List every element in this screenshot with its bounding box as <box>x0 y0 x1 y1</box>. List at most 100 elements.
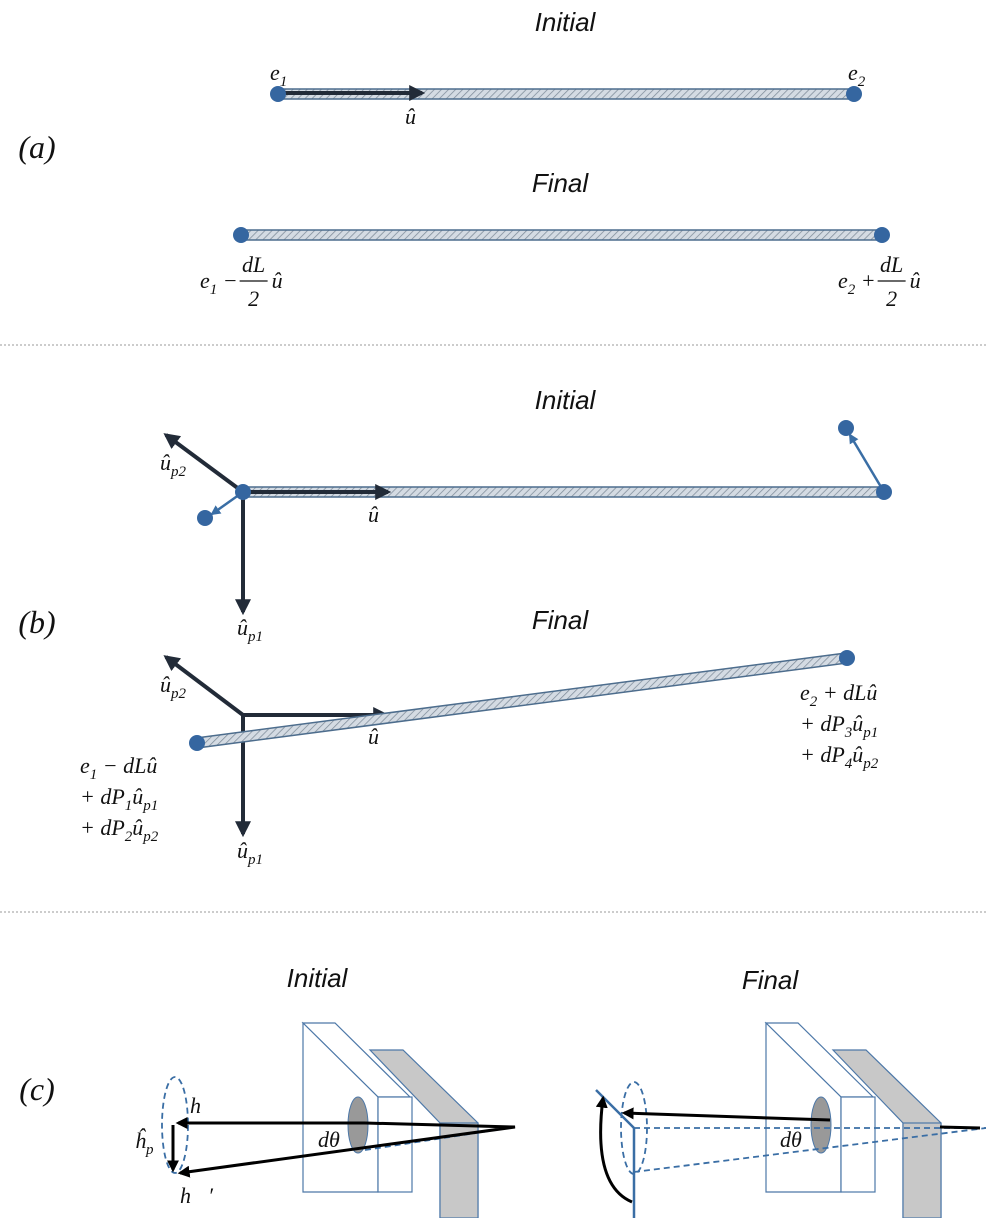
text-run: + dP <box>80 815 125 840</box>
subscript: p2 <box>170 464 187 480</box>
label: Initial <box>535 7 597 37</box>
subscript: 1 <box>90 767 98 783</box>
label: Final <box>532 605 590 635</box>
text-run: û <box>237 838 248 863</box>
node <box>839 650 855 666</box>
fraction-label: e2 + dL 2û <box>838 252 921 311</box>
text-run: + dP <box>80 784 125 809</box>
block <box>766 1023 941 1218</box>
math-label: ĥp <box>135 1128 154 1158</box>
math-label: h⃗ <box>190 1093 218 1118</box>
math-label: ûp2 <box>160 450 187 480</box>
diagram: (a) (b) (c) Initial Final Initial Final Initial… <box>0 0 986 1218</box>
text-run: û <box>368 724 379 749</box>
text-run: dθ <box>780 1127 802 1152</box>
label: Initial <box>287 963 349 993</box>
text-run: h⃗′ <box>180 1183 214 1208</box>
bar <box>241 230 882 240</box>
text-run: û <box>132 784 143 809</box>
arrow <box>850 435 884 492</box>
label: Final <box>742 965 800 995</box>
math-label: ûp2 <box>160 672 187 702</box>
math-label: + dP1ûp1 <box>80 784 158 814</box>
text-run: e <box>848 60 858 85</box>
math-label: e1 − dLû <box>80 753 157 783</box>
subscript: p1 <box>247 852 263 868</box>
text-run: û <box>852 711 863 736</box>
node <box>233 227 249 243</box>
text-run: + <box>855 268 875 293</box>
subscript: p2 <box>862 756 879 772</box>
vector: û <box>910 268 921 293</box>
subscript: 2 <box>858 74 866 90</box>
math-label: + dP2ûp2 <box>80 815 159 845</box>
subscript: p <box>145 1142 154 1158</box>
text-run: + dP <box>800 711 845 736</box>
subscript: 1 <box>125 798 133 814</box>
text-run: û <box>160 672 171 697</box>
math-label: ûp1 <box>237 615 263 645</box>
circle <box>162 1077 188 1173</box>
subscript: 3 <box>844 725 853 741</box>
line <box>940 1127 980 1128</box>
denominator: 2 <box>248 286 259 311</box>
label: Initial <box>535 385 597 415</box>
math-label: + dP3ûp1 <box>800 711 878 741</box>
numerator: dL <box>242 252 265 277</box>
node <box>876 484 892 500</box>
subscript: 1 <box>210 282 218 298</box>
text-run: − <box>217 268 237 293</box>
denominator: 2 <box>886 286 897 311</box>
node <box>235 484 251 500</box>
bar <box>196 653 847 748</box>
text-run: û <box>132 815 143 840</box>
text-run: dθ <box>318 1127 340 1152</box>
label: (c) <box>19 1071 55 1107</box>
text-run: e <box>270 60 280 85</box>
math-label: û <box>405 104 416 129</box>
node <box>189 735 205 751</box>
text-run: h⃗ <box>190 1093 218 1118</box>
vector: û <box>272 268 283 293</box>
subscript: p1 <box>247 629 263 645</box>
math-label: û <box>368 502 379 527</box>
text-run: e <box>80 753 90 778</box>
text-run: e <box>800 680 810 705</box>
subscript: p2 <box>142 829 159 845</box>
math-label: dθ <box>318 1127 340 1152</box>
label: Final <box>532 168 590 198</box>
math-label: û <box>368 724 379 749</box>
text-run: û <box>405 104 416 129</box>
subscript: p1 <box>862 725 878 741</box>
text-run: û <box>160 450 171 475</box>
text-run: û <box>237 615 248 640</box>
node <box>197 510 213 526</box>
node <box>838 420 854 436</box>
text-run: − dLû <box>97 753 157 778</box>
math-label: e2 + <box>838 268 876 298</box>
math-label: e1 − <box>200 268 238 298</box>
text-run: e <box>200 268 210 293</box>
numerator: dL <box>880 252 903 277</box>
text-run: û <box>852 742 863 767</box>
subscript: 1 <box>280 74 288 90</box>
math-label: + dP4ûp2 <box>800 742 879 772</box>
math-label: e1 <box>270 60 287 90</box>
label: (b) <box>18 604 55 640</box>
math-label: e2 <box>848 60 866 90</box>
fraction-label: e1 − dL 2û <box>200 252 283 311</box>
text-run: + dLû <box>817 680 877 705</box>
math-label: e2 + dLû <box>800 680 877 710</box>
block <box>303 1023 478 1218</box>
text-run: + dP <box>800 742 845 767</box>
label: (a) <box>18 129 55 165</box>
subscript: p2 <box>170 686 187 702</box>
math-label: h⃗′ <box>180 1183 214 1208</box>
math-label: dθ <box>780 1127 802 1152</box>
math-label: ûp1 <box>237 838 263 868</box>
node <box>874 227 890 243</box>
text-run: e <box>838 268 848 293</box>
subscript: p1 <box>142 798 158 814</box>
shapes <box>0 86 986 1218</box>
text-run: û <box>368 502 379 527</box>
